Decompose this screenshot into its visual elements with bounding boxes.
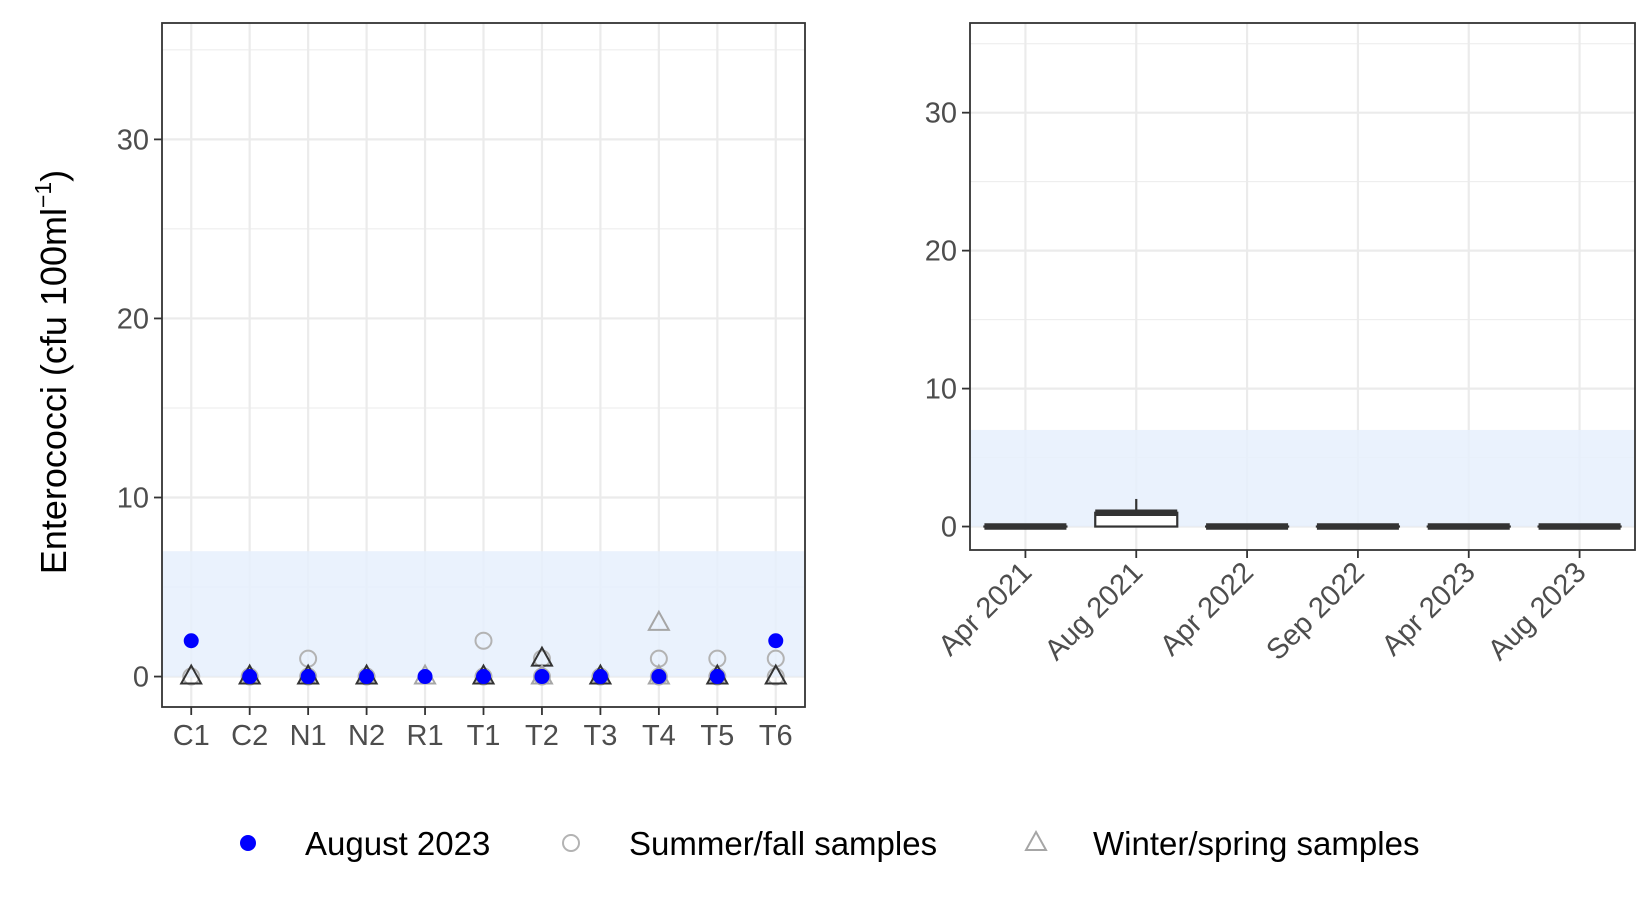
y-tick-label-0: 0 [133, 662, 149, 694]
x-tick-label-c2: C2 [231, 720, 268, 752]
august-2023-point-t1 [476, 669, 491, 685]
x-tick-label-aug-2021: Aug 2021 [1039, 556, 1149, 666]
y-tick-label-30: 30 [925, 98, 957, 130]
legend-label-august-2023: August 2023 [305, 825, 490, 862]
august-2023-point-t6 [768, 633, 784, 649]
x-tick-label-r1: R1 [407, 720, 444, 752]
x-tick-label-c1: C1 [173, 720, 210, 752]
x-tick-label-n1: N1 [290, 720, 327, 752]
x-tick-label-t5: T5 [700, 720, 734, 752]
x-tick-label-sep-2022: Sep 2022 [1260, 556, 1370, 666]
y-axis-label-close: ) [33, 170, 74, 182]
august-2023-point-t2 [534, 669, 550, 685]
y-axis-label: Enterococci (cfu 100ml−1) [30, 170, 74, 574]
panel-border [969, 22, 1636, 551]
y-tick-label-10: 10 [117, 483, 149, 515]
winter-spring-samples-point-c1 [179, 663, 203, 685]
legend-label-winter-spring: Winter/spring samples [1093, 825, 1419, 862]
august-2023-point-n1 [300, 669, 316, 685]
legend-key-winter-spring [1024, 829, 1048, 851]
x-tick-label-t2: T2 [525, 720, 559, 752]
y-tick-label-20: 20 [117, 303, 149, 335]
x-tick-label-t6: T6 [759, 720, 793, 752]
august-2023-point-t4 [651, 669, 667, 685]
x-tick-label-apr-2021: Apr 2021 [933, 556, 1039, 662]
x-tick-label-n2: N2 [348, 720, 385, 752]
august-2023-point-n2 [359, 669, 375, 685]
x-tick-label-apr-2022: Apr 2022 [1154, 556, 1260, 662]
y-tick-label-10: 10 [925, 374, 957, 406]
y-tick-label-0: 0 [941, 512, 957, 544]
august-2023-point-t5 [709, 669, 725, 685]
august-2023-point-c2 [242, 669, 258, 685]
august-2023-point-t3 [592, 669, 608, 685]
x-tick-label-aug-2023: Aug 2023 [1482, 556, 1592, 666]
y-tick-label-20: 20 [925, 236, 957, 268]
reference-band [970, 429, 1635, 527]
august-2023-point-c1 [183, 633, 199, 649]
x-tick-label-t3: T3 [583, 720, 617, 752]
summer-fall-samples-point-t1 [474, 631, 493, 650]
legend-label-summer-fall: Summer/fall samples [629, 825, 937, 862]
y-tick-label-30: 30 [117, 124, 149, 156]
legend-key-summer-fall [562, 834, 580, 852]
x-tick-label-t4: T4 [642, 720, 676, 752]
legend: August 2023 Summer/fall samples Winter/s… [240, 825, 1419, 862]
winter-spring-samples-point-t6 [764, 663, 788, 685]
reference-band [162, 551, 805, 677]
y-axis-label-superscript: −1 [30, 182, 56, 208]
winter-spring-samples-point-t4 [647, 609, 671, 631]
august-2023-point-r1 [417, 669, 433, 685]
legend-key-august-2023 [240, 835, 256, 851]
y-axis-label-main: Enterococci (cfu 100ml [33, 208, 74, 574]
x-tick-label-t1: T1 [467, 720, 501, 752]
panel-left-scatter: 0 10 20 30 C1 C2 N1 N2 R1 T1 T2 T3 T4 T5 T6 [117, 22, 806, 752]
x-tick-label-apr-2023: Apr 2023 [1376, 556, 1482, 662]
